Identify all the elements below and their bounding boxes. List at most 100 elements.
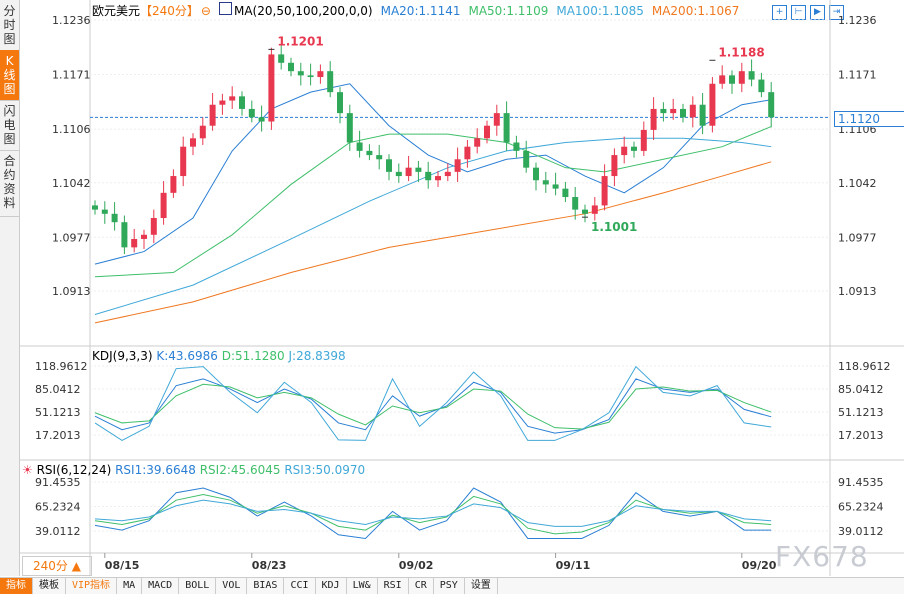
ma100-line (94, 137, 772, 315)
toolbar-6[interactable]: VOL (216, 578, 248, 594)
candle-body (199, 125, 206, 139)
toolbar-14[interactable]: 设置 (465, 578, 498, 594)
osc-tick-right: 118.9612 (838, 360, 891, 373)
candle-body (288, 62, 294, 72)
ma20-value: MA20:1.1141 (380, 4, 461, 18)
candle-body (111, 213, 118, 223)
toolbar-3[interactable]: MA (117, 578, 143, 594)
candle-body (709, 83, 716, 126)
current-price-tag: 1.1120 (834, 111, 904, 127)
toolbar-8[interactable]: CCI (284, 578, 316, 594)
candle-body (758, 79, 765, 93)
toolbar-2[interactable]: VIP指标 (66, 578, 118, 594)
toolbar-4[interactable]: MACD (142, 578, 180, 594)
candle-body (493, 113, 500, 126)
price-tick-right: 1.0913 (838, 285, 877, 298)
x-tick-label: 09/02 (399, 559, 434, 572)
candle-body (533, 167, 539, 181)
price-tick-right: 1.1171 (838, 69, 877, 82)
candle-body (170, 176, 177, 193)
price-tick-left: 1.0977 (52, 231, 91, 244)
toolbar-9[interactable]: KDJ (316, 578, 347, 594)
candle-body (729, 75, 735, 84)
candle-body (680, 108, 686, 118)
minus-circle-icon[interactable]: ⊖ (200, 4, 211, 18)
kdj-k: K:43.6986 (156, 349, 218, 363)
candle-body (337, 92, 343, 114)
rsi1: RSI1:39.6648 (115, 463, 196, 477)
candle-body (307, 75, 314, 78)
sun-icon[interactable]: ☀ (22, 463, 33, 477)
candle-body (562, 188, 569, 198)
candle-body (395, 171, 402, 177)
rsi2: RSI2:45.6045 (199, 463, 281, 477)
toolbar-10[interactable]: LW& (347, 578, 378, 594)
toolbar-1[interactable]: 模板 (33, 578, 66, 594)
j-line (94, 365, 772, 442)
toolbar-7[interactable]: BIAS (247, 578, 285, 594)
candle-body (346, 113, 353, 143)
candle-body (484, 125, 490, 139)
period-button[interactable]: 240分 ▲ (22, 556, 92, 576)
x-tick-label: 08/23 (252, 559, 287, 572)
osc-tick-right: 17.2013 (838, 429, 884, 442)
candle-body (582, 209, 588, 214)
x-tick-label: 09/11 (556, 559, 591, 572)
indicator-toolbar: 指标 模板 VIP指标 MA MACD BOLL VOL BIAS CCI KDJ LW& RSI CR… (0, 577, 904, 594)
watermark: FX678 (775, 540, 869, 573)
rsi-header: ☀ RSI(6,12,24) RSI1:39.6648 RSI2:45.6045… (22, 463, 365, 477)
osc-tick-left: 118.9612 (35, 360, 88, 373)
candle-body (327, 71, 334, 93)
candle-body (591, 205, 598, 214)
candle-body (738, 71, 745, 84)
candle-body (415, 167, 422, 172)
kdj-d: D:51.1280 (221, 349, 285, 363)
rsi-label: RSI(6,12,24) (36, 463, 112, 477)
candle-body (190, 138, 196, 147)
price-tick-left: 1.1042 (52, 177, 91, 190)
toolbar-0[interactable]: 指标 (0, 578, 33, 594)
candle-body (464, 146, 471, 160)
candle-body (444, 171, 451, 177)
candle-body (92, 205, 98, 210)
price-tick-right: 1.0977 (838, 231, 877, 244)
tab-flash[interactable]: 闪电图 (0, 100, 19, 151)
candle-body (239, 96, 245, 109)
toolbar-5[interactable]: BOLL (179, 578, 217, 594)
ma100-value: MA100:1.1085 (556, 4, 644, 18)
candle-body (523, 150, 530, 168)
d-line (94, 383, 772, 430)
candle-body (454, 159, 461, 172)
candle-body (101, 209, 108, 214)
candle-body (621, 146, 628, 156)
ma-settings-icon[interactable] (218, 2, 232, 15)
symbol: 欧元美元 (92, 4, 141, 18)
ma50-line (94, 126, 772, 278)
candle-body (572, 197, 579, 210)
osc-tick-right: 85.0412 (838, 383, 884, 396)
osc-tick-right: 65.2324 (838, 500, 884, 513)
toolbar-11[interactable]: RSI (378, 578, 409, 594)
kdj-label: KDJ(9,3,3) (92, 349, 153, 363)
candle-body (366, 150, 373, 156)
osc-tick-right: 51.1213 (838, 406, 884, 419)
candle-body (258, 117, 265, 122)
kdj-j: J:28.8398 (288, 349, 346, 363)
candle-body (650, 108, 657, 130)
tab-kline[interactable]: K线图 (0, 50, 19, 101)
osc-tick-right: 91.4535 (838, 476, 884, 489)
rsi3-line (94, 499, 772, 527)
ma200-line (94, 161, 772, 324)
candle-body (160, 192, 167, 219)
candle-body (268, 54, 275, 122)
candle-body (229, 96, 236, 101)
toolbar-13[interactable]: PSY (434, 578, 465, 594)
candle-body (552, 184, 559, 189)
osc-tick-left: 85.0412 (35, 383, 81, 396)
play-icon[interactable]: ▶ (810, 5, 825, 20)
toolbar-12[interactable]: CR (409, 578, 434, 594)
candle-body (601, 176, 608, 206)
candle-body (356, 142, 363, 151)
tab-contract-info[interactable]: 合约资料 (0, 150, 19, 217)
